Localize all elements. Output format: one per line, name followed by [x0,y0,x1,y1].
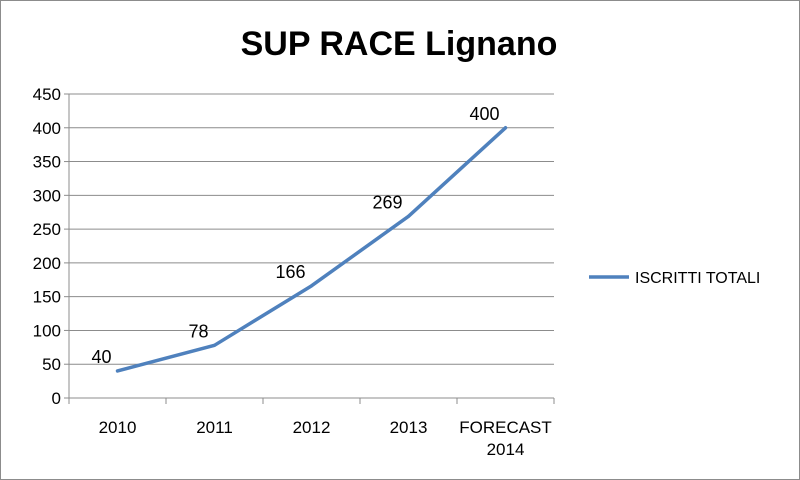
x-tick-label: 2010 [99,418,137,437]
y-axis-ticks: 0 50 100 150 200 250 300 350 400 450 [33,85,69,408]
x-tick-label-line: 2013 [390,418,428,437]
x-tick-label: 2012 [293,418,331,437]
data-point [213,343,216,347]
x-tick-label-line: 2011 [196,418,233,437]
legend-label: ISCRITTI TOTALI [635,270,760,287]
data-point [116,369,119,373]
series-layer [115,126,508,373]
x-tick-label-line: FORECAST [459,418,552,437]
y-tick-label: 450 [33,85,61,104]
data-label: 166 [275,262,305,282]
x-tick-label-line: 2010 [99,418,137,437]
x-tick-label-line: 2012 [293,418,331,437]
data-label: 78 [188,321,208,341]
y-tick-label: 50 [42,355,61,374]
y-tick-label: 0 [52,389,61,408]
y-tick-label: 200 [33,254,61,273]
y-tick-label: 250 [33,220,61,239]
data-label: 269 [372,192,402,212]
data-label: 400 [469,104,499,124]
gridlines [69,93,554,399]
x-tick-label: 2011 [196,418,233,437]
data-label: 40 [91,347,111,367]
data-labels: 40 78 166 269 400 [91,104,499,367]
legend: ISCRITTI TOTALI [589,270,760,287]
x-tick-label-line: 2014 [487,440,525,459]
axes [68,94,554,399]
x-tick-label: FORECAST 2014 [459,418,552,459]
data-point [310,284,313,288]
y-tick-label: 350 [33,153,61,172]
data-point [504,126,507,130]
y-tick-label: 300 [33,186,61,205]
x-axis-ticks: 2010 2011 2012 2013 FORECAST 2014 [68,398,555,459]
chart-title: SUP RACE Lignano [241,25,558,63]
series-line [115,126,508,373]
y-tick-label: 400 [33,119,61,138]
y-tick-label: 150 [33,288,61,307]
y-tick-label: 100 [33,321,61,340]
data-point [407,214,410,218]
x-tick-label: 2013 [390,418,428,437]
